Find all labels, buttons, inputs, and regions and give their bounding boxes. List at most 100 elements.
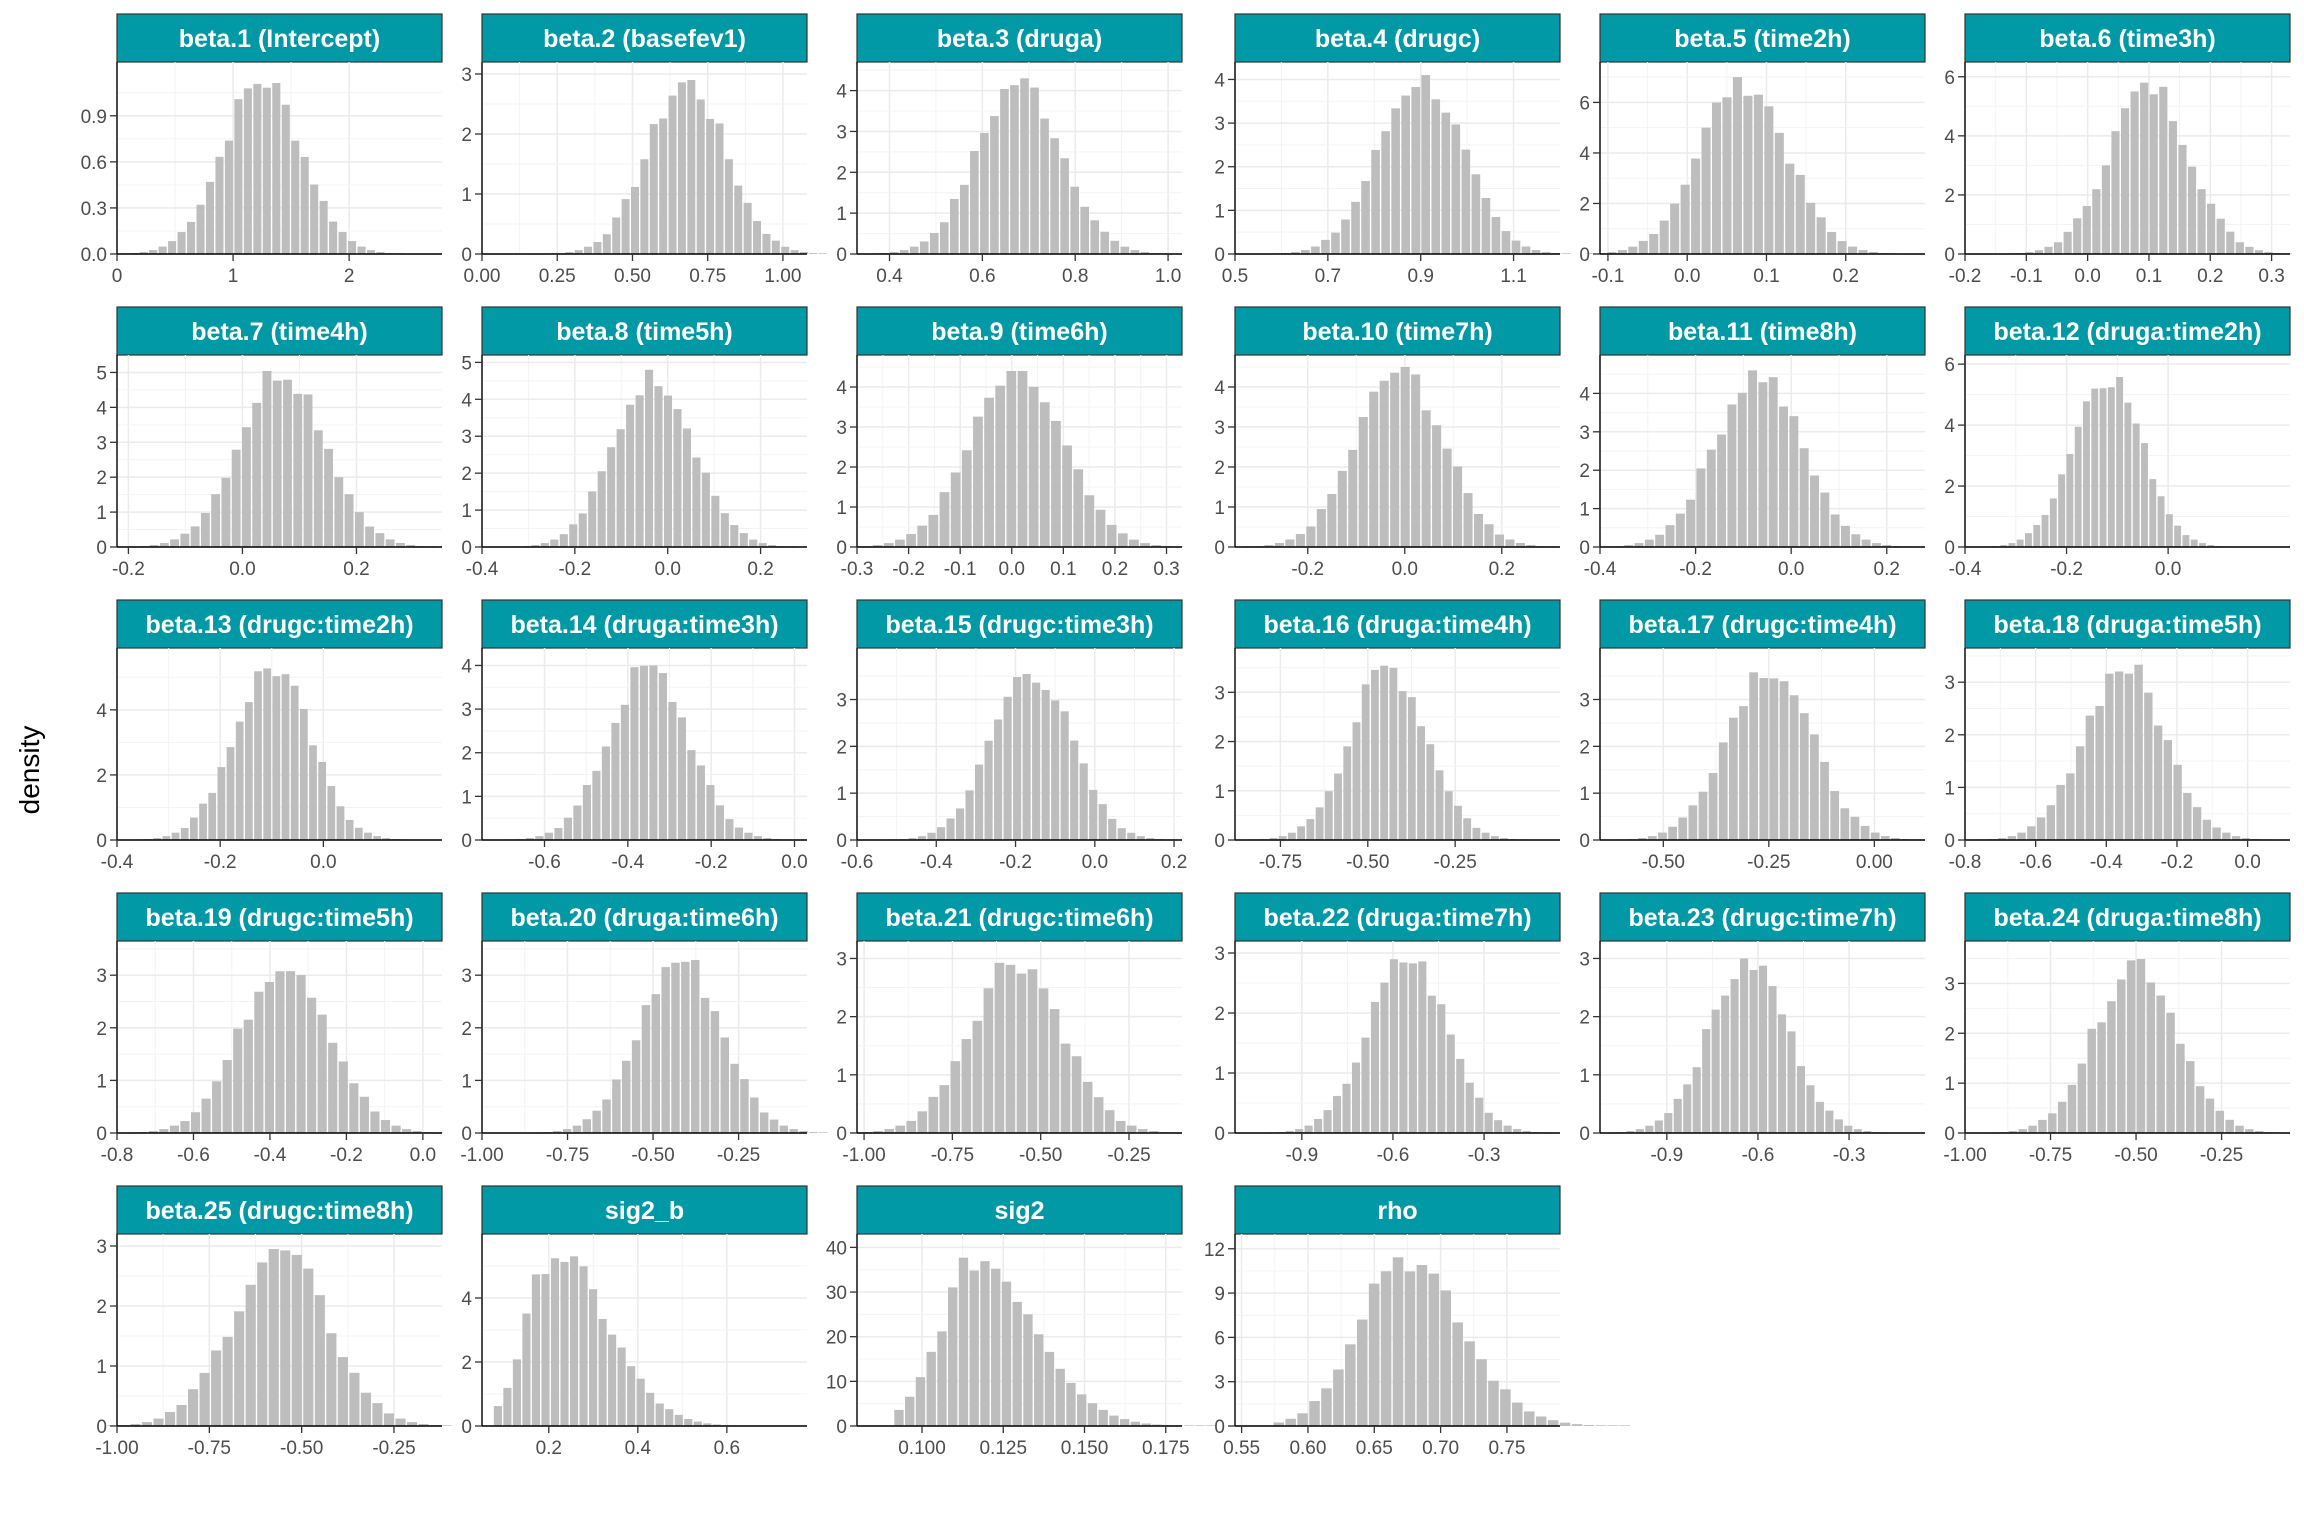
x-tick-label: -0.3	[841, 559, 874, 580]
histogram-bar	[711, 495, 720, 547]
histogram-bar	[1098, 1409, 1108, 1426]
histogram-bar	[1637, 838, 1647, 840]
histogram-bar	[2157, 496, 2165, 547]
histogram-bar	[1001, 1281, 1012, 1426]
histogram-bar	[1997, 838, 2007, 840]
histogram-bar	[2207, 203, 2216, 254]
histogram-bar	[553, 1131, 562, 1133]
histogram-bar	[233, 1028, 243, 1133]
facet-title: rho	[1377, 1197, 1417, 1225]
histogram-bar	[1810, 475, 1819, 547]
histogram-bar	[659, 118, 668, 255]
histogram-bar	[365, 526, 375, 547]
histogram-bar	[1431, 99, 1441, 254]
y-tick-label: 0	[1579, 245, 1590, 266]
histogram-bar	[1624, 545, 1634, 547]
histogram-bar	[790, 250, 799, 254]
facet-strip	[116, 306, 443, 356]
y-tick-label: 3	[461, 65, 472, 86]
histogram-bar	[1494, 534, 1505, 547]
x-tick-label: 0.2	[747, 559, 773, 580]
y-tick-label: 3	[836, 418, 847, 439]
x-tick-label: 0.50	[614, 266, 651, 287]
histogram-bar	[1848, 246, 1858, 254]
x-tick-label: 0.2	[1874, 559, 1900, 580]
histogram-bar	[200, 512, 210, 547]
histogram-bar	[2063, 231, 2072, 254]
histogram-bar	[1471, 174, 1481, 254]
histogram-bar	[1370, 1001, 1380, 1133]
y-tick-label: 0.3	[81, 199, 107, 220]
histogram-bar	[1316, 509, 1326, 547]
x-tick-label: -0.4	[1949, 559, 1982, 580]
y-tick-label: 2	[461, 464, 472, 485]
histogram-bar	[2105, 673, 2114, 840]
histogram-bar	[663, 395, 673, 547]
histogram-bar	[1098, 804, 1107, 840]
histogram-bar	[1500, 838, 1508, 840]
histogram-bar	[671, 962, 680, 1133]
histogram-bar	[560, 1261, 569, 1426]
histogram-bar	[779, 1125, 789, 1133]
x-tick-label: 0.0	[655, 559, 681, 580]
histogram-bar	[1323, 1110, 1332, 1133]
histogram-bar	[1333, 1095, 1342, 1133]
histogram-bar	[1759, 678, 1769, 840]
y-tick-label: 0.6	[81, 153, 107, 174]
histogram-bar	[739, 533, 748, 547]
histogram-bar	[2107, 387, 2115, 547]
histogram-bar	[376, 252, 385, 254]
x-tick-label: 0.2	[1833, 266, 1859, 287]
histogram-bar	[1285, 1418, 1296, 1426]
histogram-bar	[1774, 132, 1784, 254]
histogram-bar	[1044, 1351, 1055, 1426]
histogram-bar	[1071, 1056, 1082, 1133]
x-tick-label: -0.50	[631, 1145, 674, 1166]
histogram-bar	[789, 1129, 798, 1133]
x-tick-label: 0.0	[410, 1145, 436, 1166]
facet-title: beta.21 (drugc:time6h)	[885, 904, 1153, 932]
y-tick-label: 0	[1214, 1417, 1225, 1438]
histogram-bar	[743, 202, 752, 254]
histogram-bar	[2140, 82, 2149, 254]
histogram-bar	[819, 1132, 828, 1133]
histogram-bar	[2066, 773, 2075, 840]
histogram-bar	[1501, 231, 1511, 254]
histogram-bar	[1093, 1097, 1104, 1133]
facet-panel: beta.16 (druga:time4h) -0.75 -0.50 -0.25 0 1 2…	[1214, 599, 1561, 873]
histogram-bar	[1607, 1425, 1619, 1426]
y-tick-label: 1	[461, 1071, 472, 1092]
histogram-bar	[899, 250, 909, 254]
histogram-bar	[1698, 791, 1708, 840]
histogram-bar	[329, 221, 338, 254]
facet-title: beta.8 (time5h)	[556, 318, 732, 346]
histogram-bar	[1701, 127, 1711, 254]
histogram-bar	[1348, 449, 1358, 547]
histogram-bar	[2225, 1119, 2234, 1133]
histogram-bar	[753, 836, 762, 840]
histogram-bar	[622, 1060, 631, 1133]
histogram-bar	[1491, 216, 1501, 254]
facet-title: beta.23 (drugc:time7h)	[1628, 904, 1896, 932]
x-tick-label: -0.2	[2161, 852, 2194, 873]
histogram-bar	[973, 416, 983, 547]
histogram-bar	[2199, 543, 2206, 547]
histogram-bar	[1634, 543, 1644, 547]
histogram-bar	[1505, 539, 1515, 547]
histogram-bar	[582, 1119, 592, 1133]
histogram-bar	[2174, 525, 2182, 547]
facet-strip	[1599, 892, 1926, 942]
histogram-bar	[1494, 1120, 1503, 1133]
histogram-bar	[1515, 543, 1525, 547]
histogram-bar	[201, 1098, 211, 1133]
histogram-bar	[2044, 246, 2053, 254]
histogram-bar	[310, 184, 319, 254]
histogram-bar	[1722, 97, 1732, 255]
histogram-bar	[1840, 808, 1850, 840]
histogram-bar	[2222, 832, 2231, 840]
histogram-bar	[753, 221, 762, 254]
histogram-bar	[1464, 1341, 1475, 1426]
histogram-bar	[1526, 545, 1536, 547]
histogram-bar	[1356, 1319, 1368, 1426]
histogram-bar	[281, 104, 290, 255]
